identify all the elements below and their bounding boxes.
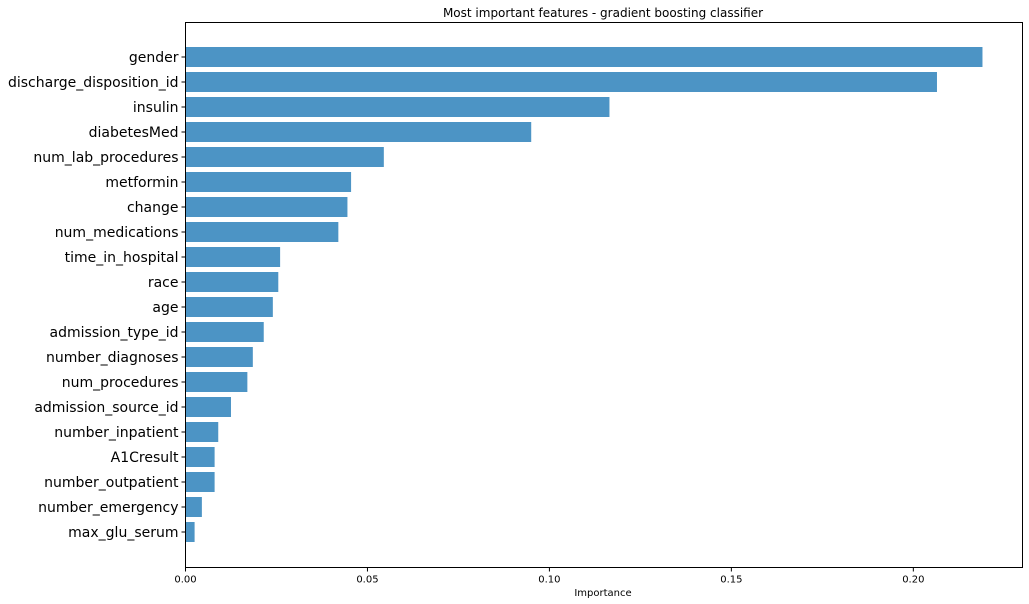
bar-num_procedures [185, 372, 248, 392]
category-label: discharge_disposition_id [8, 75, 179, 91]
category-label: num_lab_procedures [33, 150, 178, 166]
chart-title: Most important features - gradient boost… [443, 6, 763, 20]
bars-group [185, 47, 983, 542]
plot-frame [185, 22, 1023, 568]
bar-num_lab_procedures [185, 147, 384, 167]
bar-change [185, 197, 348, 217]
bar-number_inpatient [185, 422, 219, 442]
x-tick-label: 0.20 [902, 575, 924, 586]
x-tick-label: 0.15 [720, 575, 742, 586]
x-tick-label: 0.00 [174, 575, 196, 586]
bar-admission_source_id [185, 397, 231, 417]
category-label: number_outpatient [44, 475, 179, 491]
category-label: gender [129, 50, 179, 66]
category-label: insulin [133, 100, 179, 116]
bar-gender [185, 47, 983, 67]
category-label: race [148, 275, 179, 291]
category-label: diabetesMed [89, 125, 179, 141]
bar-race [185, 272, 279, 292]
bar-discharge_disposition_id [185, 72, 937, 92]
x-axis-ticks: 0.00 0.05 0.10 0.15 0.20 [174, 567, 924, 586]
category-label: A1Cresult [111, 450, 179, 466]
category-label: age [152, 300, 178, 316]
x-axis-label: Importance [574, 588, 631, 599]
x-tick-label: 0.10 [538, 575, 560, 586]
category-label: metformin [105, 175, 178, 191]
category-label: change [127, 200, 179, 216]
category-label: number_emergency [38, 500, 178, 516]
bar-num_medications [185, 222, 339, 242]
bar-diabetesMed [185, 122, 532, 142]
bar-time_in_hospital [185, 247, 281, 267]
bar-age [185, 297, 273, 317]
category-label: num_medications [55, 225, 179, 241]
bar-metformin [185, 172, 352, 192]
bar-number_outpatient [185, 472, 215, 492]
category-label: max_glu_serum [68, 525, 178, 541]
x-tick-label: 0.05 [356, 575, 378, 586]
bar-number_diagnoses [185, 347, 253, 367]
category-label: number_diagnoses [46, 350, 179, 366]
bar-A1Cresult [185, 447, 215, 467]
category-label: admission_type_id [50, 325, 179, 341]
category-label: num_procedures [62, 375, 179, 391]
bar-admission_type_id [185, 322, 264, 342]
category-label: time_in_hospital [65, 250, 179, 266]
bar-insulin [185, 97, 610, 117]
bar-number_emergency [185, 497, 202, 517]
category-label: admission_source_id [34, 400, 178, 416]
bar-max_glu_serum [185, 522, 195, 542]
category-label: number_inpatient [54, 425, 179, 441]
